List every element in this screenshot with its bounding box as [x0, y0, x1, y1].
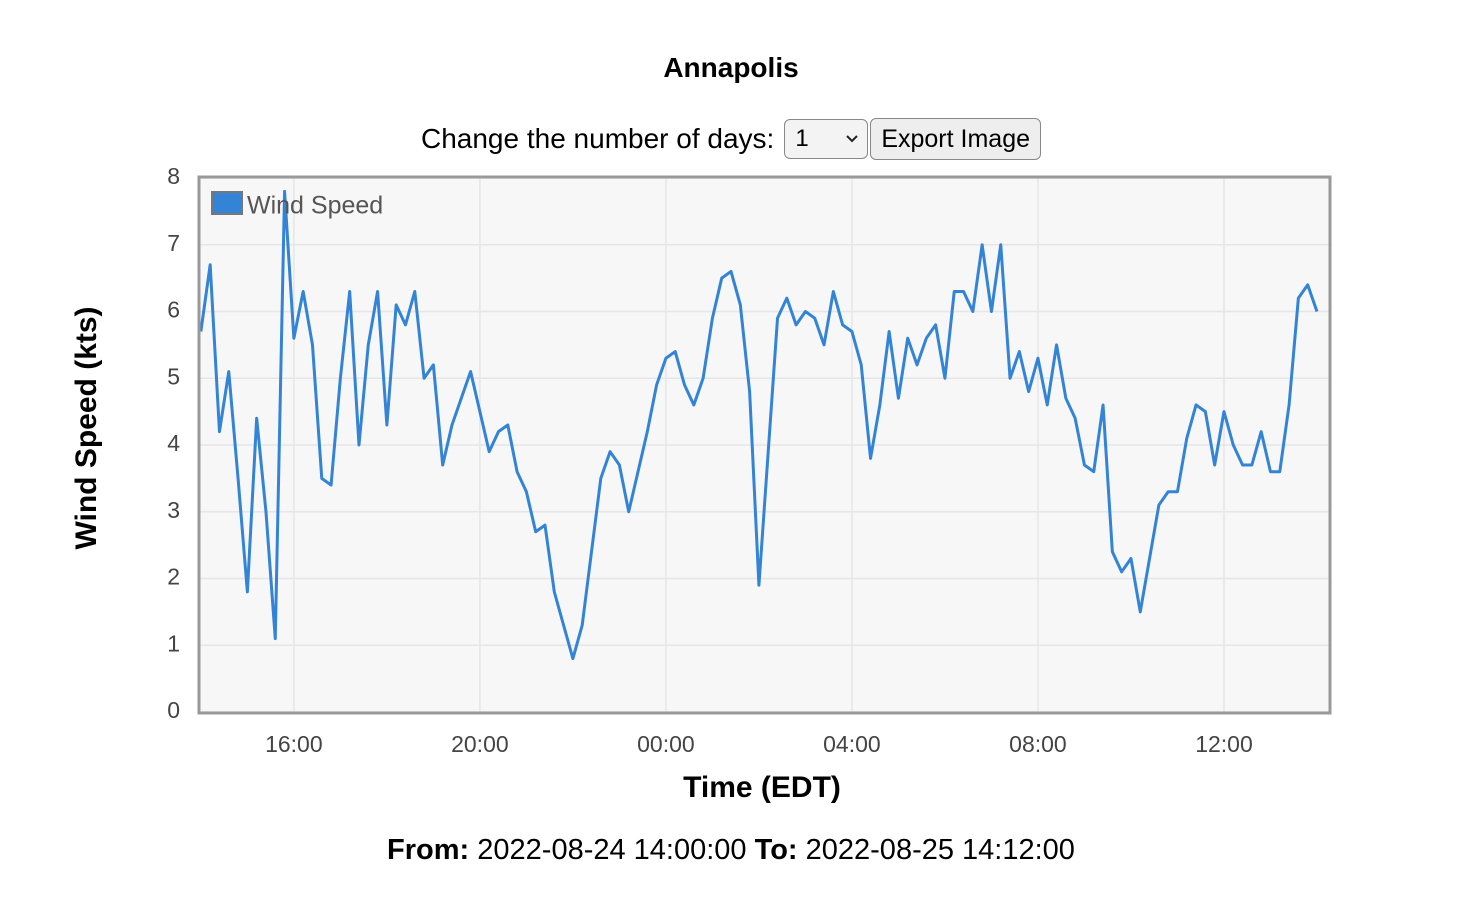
x-axis-label: Time (EDT) [683, 771, 841, 804]
legend-label: Wind Speed [247, 192, 383, 220]
x-tick-label: 00:00 [637, 731, 695, 757]
y-axis-label: Wind Speed (kts) [70, 306, 103, 549]
days-label: Change the number of days: [420, 123, 775, 154]
export-button[interactable]: Export Image [870, 118, 1042, 160]
chevron [846, 135, 859, 143]
from-date: 2022-08-24 14:00:00 [477, 834, 747, 866]
x-tick-label: 12:00 [1195, 731, 1253, 757]
y-tick-label: 7 [167, 230, 180, 256]
y-tick-label: 2 [167, 564, 180, 590]
plot-border [197, 175, 1332, 715]
x-tick-label: 08:00 [1009, 731, 1067, 757]
y-tick-label: 8 [167, 163, 180, 189]
legend-swatch [211, 191, 243, 215]
x-tick-label: 20:00 [451, 731, 509, 757]
line-series [199, 189, 1319, 661]
page-title: Annapolis [663, 52, 799, 83]
footer: From: 2022-08-24 14:00:00 To: 2022-08-25… [0, 834, 1462, 867]
to-date: 2022-08-25 14:12:00 [805, 834, 1075, 866]
x-tick-label: 16:00 [265, 731, 323, 757]
y-tick-label: 6 [167, 297, 180, 323]
y-tick-label: 5 [167, 363, 180, 389]
from-label: From: [387, 834, 470, 866]
to-label: To: [754, 834, 798, 866]
days-value: 1 [795, 125, 809, 152]
y-tick-label: 0 [167, 697, 180, 723]
x-tick-label: 04:00 [823, 731, 881, 757]
y-tick-label: 3 [167, 497, 180, 523]
marks [199, 189, 1319, 661]
controls: Change the number of days: 1 Export Imag… [0, 118, 1462, 160]
y-tick-label: 4 [167, 430, 180, 456]
days-select[interactable]: 1 [784, 119, 869, 159]
y-tick-label: 1 [167, 630, 180, 656]
